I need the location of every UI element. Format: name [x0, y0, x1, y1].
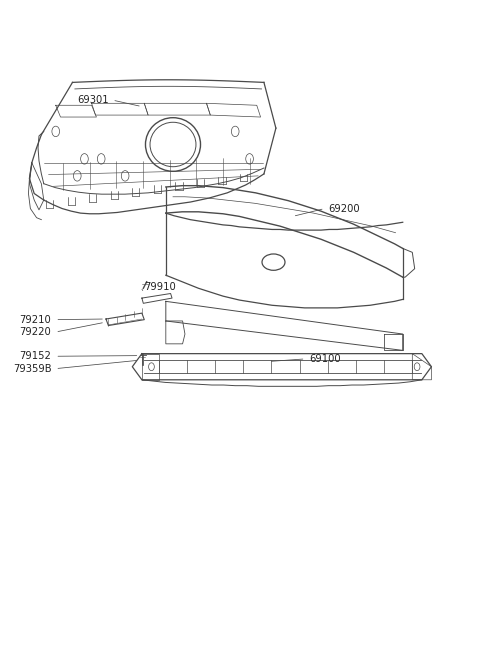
Text: 79359B: 79359B — [13, 364, 51, 373]
Text: 79220: 79220 — [20, 327, 51, 337]
Text: 79210: 79210 — [20, 314, 51, 325]
Text: 69301: 69301 — [77, 95, 108, 105]
Text: 69200: 69200 — [328, 204, 360, 214]
Text: 79152: 79152 — [20, 351, 51, 362]
Text: 69100: 69100 — [310, 354, 341, 364]
Text: 79910: 79910 — [144, 282, 176, 292]
